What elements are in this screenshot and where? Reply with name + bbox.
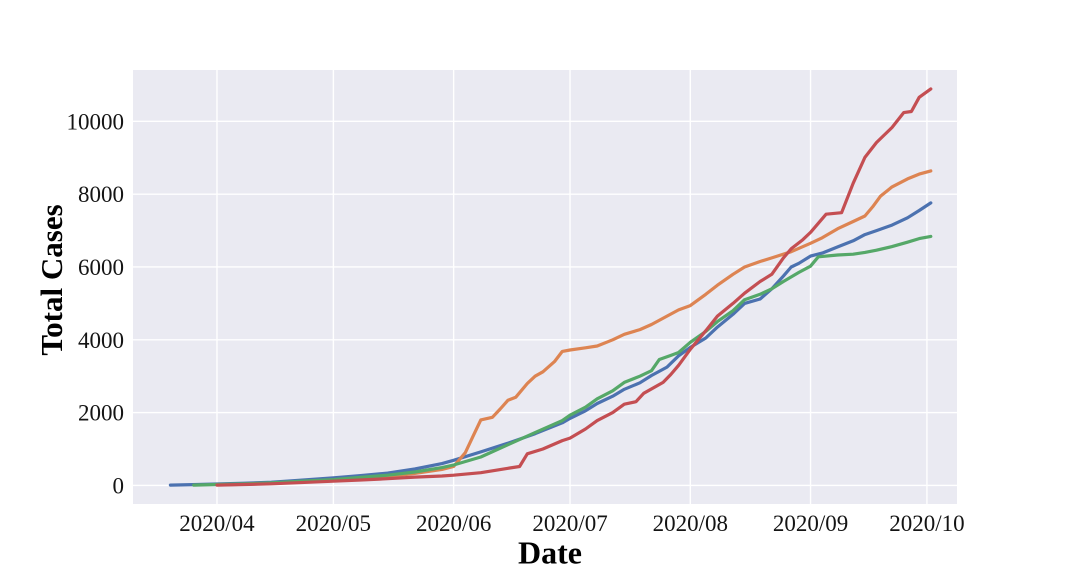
y-tick-label: 8000 [78, 182, 124, 207]
x-axis-label: Date [518, 534, 582, 571]
x-tick-label: 2020/08 [653, 511, 728, 536]
y-tick-label: 6000 [78, 255, 124, 280]
x-tick-label: 2020/10 [889, 511, 964, 536]
x-tick-label: 2020/09 [773, 511, 848, 536]
y-tick-label: 10000 [67, 109, 125, 134]
y-tick-label: 0 [113, 473, 125, 498]
x-tick-label: 2020/05 [296, 511, 371, 536]
plot-area [133, 70, 957, 504]
y-tick-label: 4000 [78, 328, 124, 353]
x-tick-label: 2020/07 [532, 511, 607, 536]
x-tick-label: 2020/06 [416, 511, 491, 536]
y-axis-label: Total Cases [34, 204, 69, 356]
series-line-green [192, 234, 933, 487]
x-tick-label: 2020/04 [179, 511, 255, 536]
series-line-orange [215, 169, 933, 487]
series-line-red [215, 87, 933, 487]
y-tick-label: 2000 [78, 401, 124, 426]
series-line-blue [168, 201, 933, 487]
